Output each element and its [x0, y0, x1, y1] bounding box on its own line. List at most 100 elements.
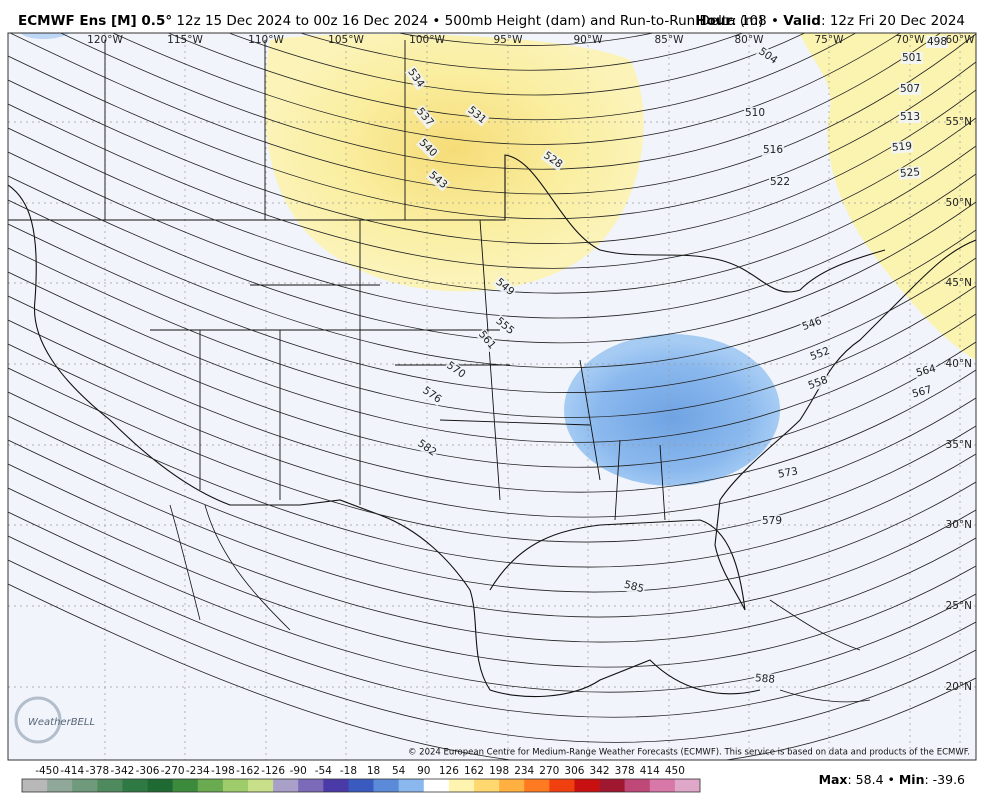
colorbar-swatch — [448, 779, 475, 792]
contour-line — [8, 415, 976, 593]
latitude-label: 50°N — [946, 197, 972, 209]
colorbar-label: -270 — [161, 765, 185, 777]
contour-line — [8, 247, 976, 418]
contour-line — [8, 319, 976, 493]
colorbar-label: 378 — [615, 765, 635, 777]
valid-value: : 12z Fri 20 Dec 2024 — [821, 13, 965, 29]
contour-label-bg — [762, 144, 784, 156]
contour-label-bg — [475, 327, 499, 353]
contour-line — [8, 487, 976, 668]
contour-label: 579 — [762, 515, 782, 527]
contour-label: 585 — [623, 579, 645, 596]
latitude-label: 30°N — [946, 519, 972, 531]
contour-line — [8, 391, 976, 568]
longitude-label: 100°W — [409, 34, 445, 46]
contour-label-bg — [913, 362, 939, 380]
contour-line — [8, 463, 976, 643]
max-label: Max — [819, 772, 848, 787]
contour-line — [8, 127, 976, 294]
contour-label: 507 — [900, 83, 920, 95]
colorbar-swatch — [574, 779, 600, 792]
colorbar-swatch — [197, 779, 224, 792]
longitude-label: 75°W — [815, 34, 845, 46]
colorbar-label: -342 — [111, 765, 135, 777]
contour-line — [8, 55, 976, 220]
colorbar-label: -378 — [85, 765, 109, 777]
min-value: : -39.6 — [924, 772, 965, 787]
colorbar-label: -54 — [315, 765, 332, 777]
contour-label-bg — [415, 135, 441, 161]
colorbar-label: 342 — [590, 765, 610, 777]
coastline — [169, 504, 291, 631]
colorbar-swatch — [348, 779, 374, 792]
colorbar-label: -126 — [261, 765, 285, 777]
longitude-label: 85°W — [655, 34, 685, 46]
contour-label: 519 — [891, 140, 912, 154]
contour-label-bg — [898, 166, 922, 180]
negative-delta-area — [20, 33, 70, 40]
stats: Max: 58.4 • Min: -39.6 — [819, 772, 965, 787]
longitude-label: 110°W — [248, 34, 284, 46]
contour-line — [8, 175, 976, 344]
longitude-label: 80°W — [735, 34, 765, 46]
contour-label: 516 — [763, 144, 783, 156]
colorbar-swatch — [47, 779, 73, 792]
contour-label-bg — [799, 314, 825, 334]
copyright: © 2024 European Centre for Medium-Range … — [408, 748, 970, 758]
contour-label-bg — [805, 373, 831, 393]
colorbar-swatch — [147, 779, 173, 792]
colorbar-swatch — [298, 779, 324, 792]
latitude-label: 25°N — [946, 600, 972, 612]
contour-label-bg — [755, 44, 781, 68]
colorbar-label: 306 — [564, 765, 584, 777]
colorbar-label: 90 — [417, 765, 430, 777]
contour-label-bg — [621, 578, 647, 596]
title-rest: 12z 15 Dec 2024 to 00z 16 Dec 2024 • 500… — [172, 13, 763, 29]
contour-line — [59, 33, 941, 170]
colorbar-swatch — [549, 779, 575, 792]
colorbar-swatch — [248, 779, 274, 792]
contour-label-bg — [464, 103, 490, 127]
contour-label: 501 — [902, 52, 922, 64]
colorbar-swatch — [398, 779, 425, 792]
contour-line — [8, 295, 976, 468]
colorbar-swatch — [22, 779, 48, 792]
contour-label: 525 — [899, 166, 920, 180]
contour-line — [396, 33, 655, 46]
colorbar-swatch — [72, 779, 98, 792]
hour-label: Hour — [695, 13, 732, 29]
latitude-label: 40°N — [946, 358, 972, 370]
contour-line — [9, 33, 976, 195]
latitude-label: 55°N — [946, 116, 972, 128]
latitude-label: 20°N — [946, 681, 972, 693]
contour-label: 588 — [754, 672, 775, 686]
colorbar-label: 270 — [539, 765, 559, 777]
longitude-label: 60°W — [946, 34, 976, 46]
contour-line — [8, 271, 976, 443]
colorbar-swatch — [423, 779, 450, 792]
contour-label: 573 — [777, 465, 799, 480]
contour-label-bg — [890, 140, 914, 154]
graticule — [8, 33, 976, 760]
colorbar-swatch — [624, 779, 651, 792]
contour-label-bg — [807, 344, 833, 364]
contour-line — [8, 103, 976, 269]
longitude-label: 90°W — [574, 34, 604, 46]
map-frame — [7, 32, 977, 761]
latitude-label: 45°N — [946, 277, 972, 289]
contour-label: 498 — [927, 36, 947, 48]
colorbar-label: 18 — [367, 765, 380, 777]
colorbar-swatch — [323, 779, 349, 792]
colorbar-label: 54 — [392, 765, 406, 777]
contour-label-bg — [899, 83, 921, 95]
logo-text: WeatherBELL — [28, 717, 95, 728]
contour-label: 510 — [745, 107, 765, 119]
contour-label-bg — [776, 465, 800, 481]
colorbar-swatch — [122, 779, 148, 792]
border — [8, 154, 886, 293]
contour-label: 513 — [900, 111, 920, 123]
colorbar-swatch — [474, 779, 500, 792]
contour-label-bg — [909, 383, 935, 401]
